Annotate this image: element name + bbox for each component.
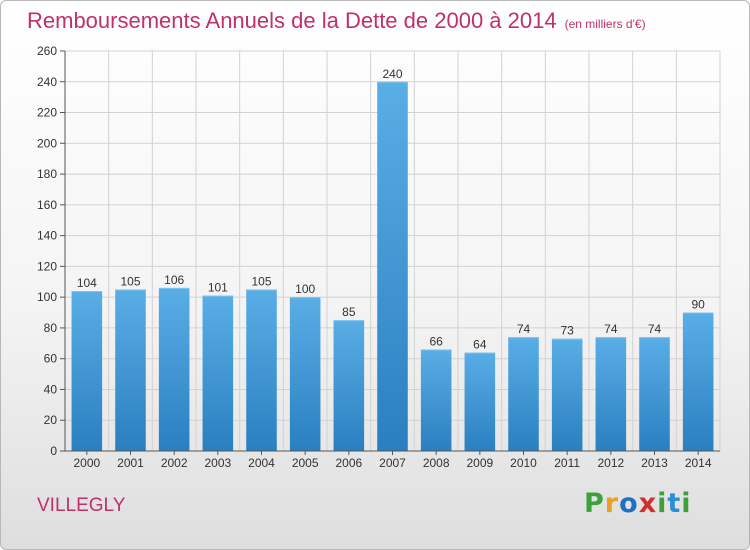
data-label: 73 <box>560 324 574 338</box>
bar <box>333 320 365 451</box>
x-tick-label: 2013 <box>641 456 668 470</box>
y-tick-label: 120 <box>37 259 57 273</box>
chart-title-text: Remboursements Annuels de la Dette de 20… <box>27 8 557 33</box>
x-tick-label: 2001 <box>117 456 144 470</box>
x-tick-label: 2005 <box>292 456 319 470</box>
y-tick-label: 60 <box>44 352 58 366</box>
x-tick-label: 2014 <box>685 456 712 470</box>
x-tick-label: 2012 <box>597 456 624 470</box>
y-tick-label: 220 <box>37 106 57 120</box>
y-tick-label: 160 <box>37 198 57 212</box>
data-label: 85 <box>342 305 356 319</box>
y-tick-label: 180 <box>37 167 57 181</box>
x-tick-label: 2009 <box>466 456 493 470</box>
data-label: 74 <box>604 322 618 336</box>
bar <box>464 352 496 451</box>
bar <box>508 337 539 451</box>
x-tick-label: 2000 <box>73 456 100 470</box>
x-tick-label: 2004 <box>248 456 275 470</box>
logo-letter: P <box>584 488 605 519</box>
data-label: 100 <box>295 282 315 296</box>
y-tick-label: 240 <box>37 75 57 89</box>
bar <box>246 289 277 451</box>
axes: 0 20 40 60 80 100 120 140 160 180 200 220 240 260 2000… <box>37 44 720 470</box>
x-tick-label: 2003 <box>204 456 231 470</box>
bar <box>71 291 103 451</box>
data-label: 104 <box>77 276 97 290</box>
proxiti-logo: Proxiti <box>584 488 692 519</box>
chart-subtitle: (en milliers d'€) <box>564 17 646 31</box>
logo-letter: o <box>619 488 639 519</box>
x-tick-label: 2011 <box>554 456 580 470</box>
data-label: 101 <box>208 281 228 295</box>
bar <box>289 297 321 451</box>
bar <box>377 81 408 452</box>
logo-letter: i <box>657 488 668 519</box>
bars <box>71 81 714 452</box>
data-label: 74 <box>648 322 662 336</box>
x-tick-label: 2002 <box>161 456 188 470</box>
x-tick-label: 2006 <box>335 456 362 470</box>
bar <box>595 337 627 451</box>
commune-name: VILLEGLY <box>37 495 126 516</box>
data-label: 106 <box>164 273 184 287</box>
bar <box>202 295 234 451</box>
bar <box>420 349 452 451</box>
y-tick-label: 40 <box>44 382 58 396</box>
bar <box>551 338 583 451</box>
y-tick-label: 80 <box>44 321 58 335</box>
x-tick-label: 2010 <box>510 456 537 470</box>
y-tick-label: 20 <box>44 413 58 427</box>
y-tick-label: 100 <box>37 290 57 304</box>
logo-letter: i <box>681 488 692 519</box>
data-label: 105 <box>251 274 271 288</box>
bar <box>115 289 146 451</box>
logo-letter: r <box>604 488 620 519</box>
data-label: 90 <box>691 298 705 312</box>
data-label: 64 <box>473 338 487 352</box>
data-label: 74 <box>517 322 531 336</box>
bar <box>158 287 190 451</box>
data-label: 105 <box>120 274 140 288</box>
y-tick-label: 140 <box>37 229 57 243</box>
y-tick-label: 0 <box>50 444 57 458</box>
y-tick-label: 260 <box>37 44 57 58</box>
y-tick-label: 200 <box>37 136 57 150</box>
data-label: 240 <box>382 67 402 81</box>
logo-letter: x <box>638 488 658 519</box>
data-label: 66 <box>429 334 443 348</box>
logo-letter: t <box>667 488 682 519</box>
chart-title: Remboursements Annuels de la Dette de 20… <box>27 8 646 34</box>
x-tick-label: 2007 <box>379 456 406 470</box>
data-labels: 104 105 106 101 105 100 85 240 66 64 74 73 74 74 90 <box>77 67 705 352</box>
bar <box>639 337 670 451</box>
x-tick-label: 2008 <box>423 456 450 470</box>
bar <box>682 312 714 451</box>
